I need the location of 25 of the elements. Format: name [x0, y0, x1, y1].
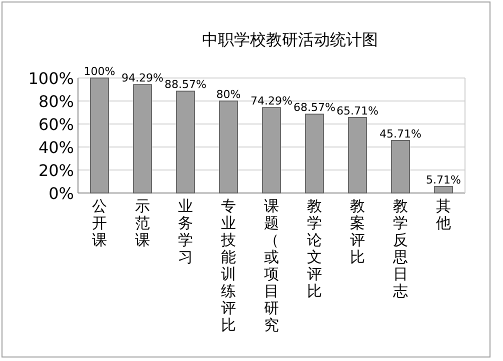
- x-tick-label: 教案评比: [350, 197, 365, 266]
- x-tick-label: 课题（或项目研究: [264, 197, 279, 334]
- x-tick-label: 专业技能训练评比: [220, 197, 236, 334]
- y-tick-label: 60%: [38, 115, 74, 134]
- data-label: 80%: [216, 88, 241, 101]
- y-tick-label: 0%: [48, 184, 74, 203]
- x-tick-label: 教学论文评比: [307, 197, 322, 300]
- data-label: 45.71%: [380, 127, 422, 140]
- chart-title: 中职学校教研活动统计图: [202, 30, 378, 49]
- x-tick-label: 公开课: [92, 197, 107, 249]
- y-tick-label: 100%: [28, 69, 74, 88]
- x-tick-label: 示范课: [135, 197, 150, 249]
- data-label: 68.57%: [294, 101, 336, 114]
- y-tick-label: 20%: [38, 161, 74, 180]
- data-label: 65.71%: [336, 104, 378, 118]
- x-tick-label: 教学反思日志: [392, 197, 408, 300]
- x-tick-label: 业务学习: [178, 197, 193, 266]
- y-tick-label: 80%: [38, 92, 74, 111]
- x-tick-label: 其他: [436, 197, 451, 232]
- data-label: 94.29%: [122, 72, 164, 85]
- data-label: 5.71%: [426, 173, 461, 186]
- data-label: 100%: [84, 65, 116, 78]
- data-label: 74.29%: [250, 94, 292, 108]
- y-tick-label: 40%: [38, 138, 74, 157]
- data-label: 88.57%: [164, 78, 206, 92]
